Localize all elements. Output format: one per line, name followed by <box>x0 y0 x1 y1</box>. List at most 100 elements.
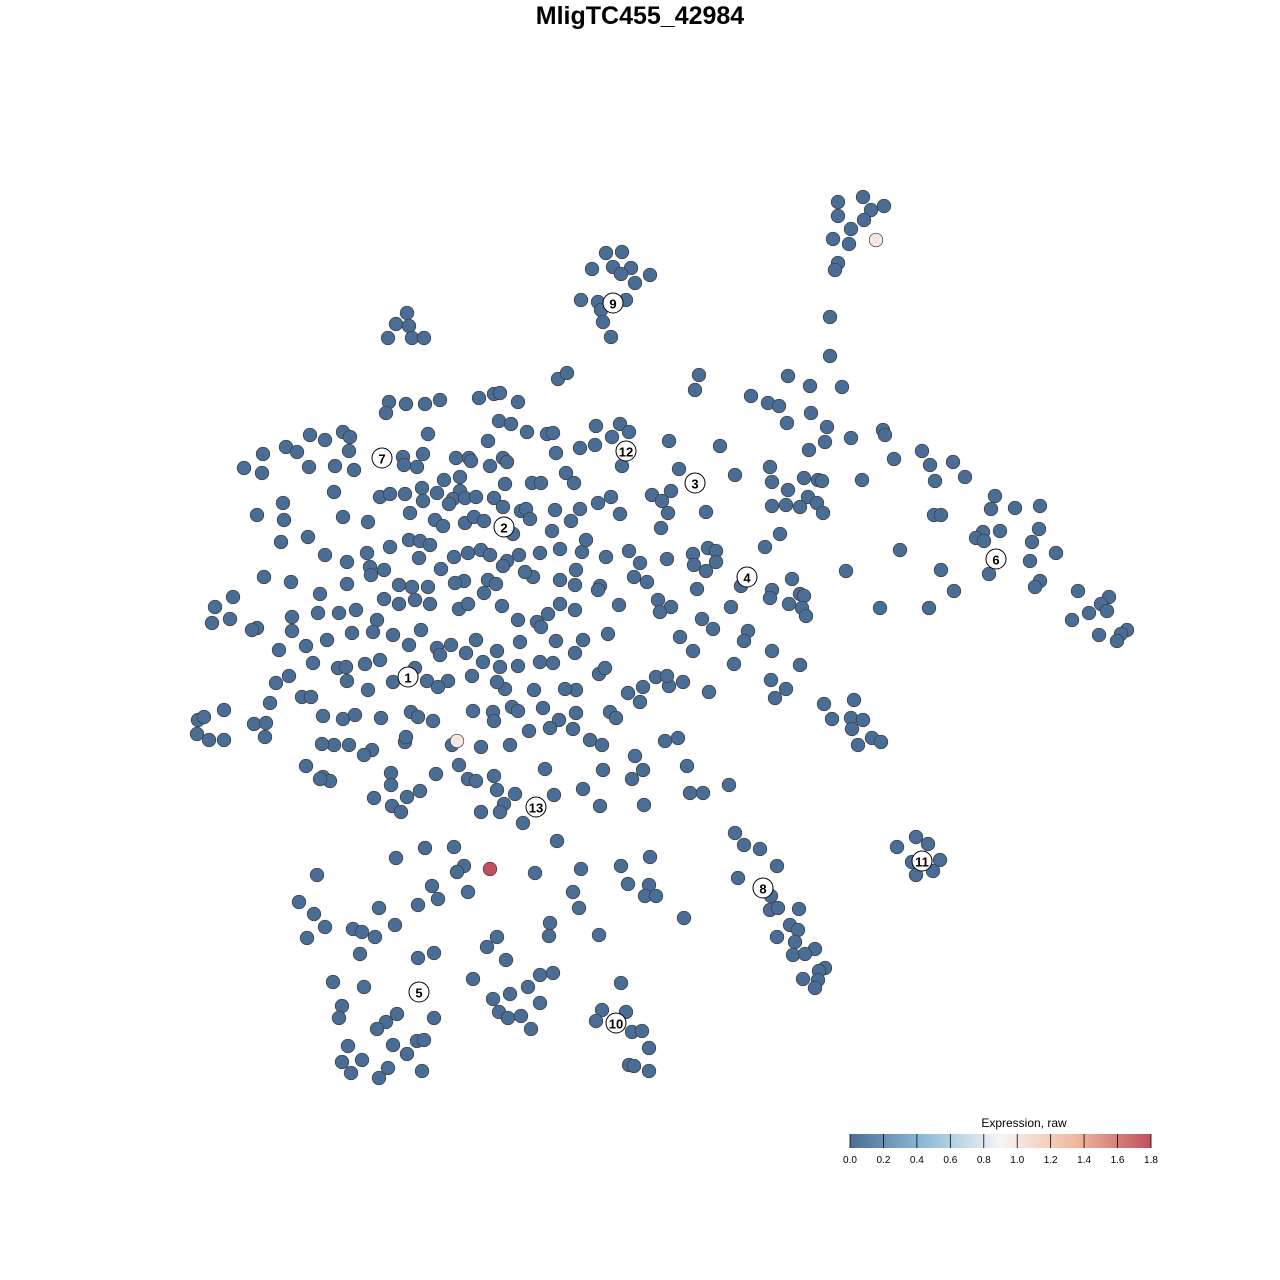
data-point <box>590 582 606 598</box>
data-point <box>552 596 568 612</box>
data-point <box>510 612 526 628</box>
data-point <box>399 305 415 321</box>
data-point <box>532 995 548 1011</box>
data-point <box>317 432 333 448</box>
data-point <box>271 642 287 658</box>
cluster-label-text: 6 <box>992 553 999 568</box>
data-point <box>659 668 675 684</box>
data-point <box>382 486 398 502</box>
data-point <box>398 396 414 412</box>
colorbar <box>850 1134 1151 1148</box>
data-point <box>694 611 710 627</box>
data-point <box>339 673 355 689</box>
data-point <box>855 189 871 205</box>
cluster-label-text: 7 <box>378 452 385 467</box>
data-point <box>654 493 670 509</box>
data-point <box>621 543 637 559</box>
data-point <box>471 390 487 406</box>
data-point <box>410 897 426 913</box>
data-point <box>873 734 889 750</box>
data-point <box>578 532 594 548</box>
data-point <box>850 737 866 753</box>
data-point <box>1081 605 1097 621</box>
data-point <box>603 329 619 345</box>
data-point <box>736 633 752 649</box>
data-point <box>846 692 862 708</box>
cluster-label-circle <box>985 548 1007 570</box>
data-point <box>876 198 892 214</box>
data-point <box>545 965 561 981</box>
data-point <box>347 707 363 723</box>
data-point <box>1024 534 1040 550</box>
data-point <box>306 906 322 922</box>
data-point <box>258 715 274 731</box>
data-point <box>276 512 292 528</box>
data-point <box>468 489 484 505</box>
data-point <box>613 266 629 282</box>
data-point <box>565 721 581 737</box>
data-point <box>325 974 341 990</box>
data-point <box>391 596 407 612</box>
data-point <box>727 467 743 483</box>
data-point <box>635 762 651 778</box>
data-point <box>660 505 676 521</box>
data-point <box>420 579 436 595</box>
data-point <box>387 917 403 933</box>
cluster-label-circle <box>736 566 758 588</box>
data-point <box>352 946 368 962</box>
cluster-label-text: 3 <box>691 477 698 492</box>
data-point <box>310 605 326 621</box>
data-point <box>588 1013 604 1029</box>
data-point <box>548 633 564 649</box>
data-point <box>254 465 270 481</box>
data-point <box>189 726 205 742</box>
data-point <box>366 790 382 806</box>
data-point <box>892 542 908 558</box>
data-point <box>465 971 481 987</box>
data-point <box>822 309 838 325</box>
data-point <box>432 392 448 408</box>
data-point <box>383 765 399 781</box>
data-point <box>398 729 414 745</box>
data-point <box>383 777 399 793</box>
data-point <box>526 682 542 698</box>
data-point <box>572 440 588 456</box>
data-point <box>432 647 448 663</box>
data-point <box>533 475 549 491</box>
data-point <box>523 1021 539 1037</box>
data-point <box>796 588 812 604</box>
data-point <box>385 1037 401 1053</box>
data-point <box>945 454 961 470</box>
data-point <box>591 927 607 943</box>
cluster-label: 11 <box>911 850 933 872</box>
data-point <box>473 739 489 755</box>
data-point <box>642 849 658 865</box>
data-point <box>542 915 558 931</box>
data-point <box>838 563 854 579</box>
data-point <box>468 773 484 789</box>
data-point <box>497 476 513 492</box>
cluster-label-circle <box>525 796 547 818</box>
data-point <box>545 425 561 441</box>
cluster-label: 10 <box>605 1012 627 1034</box>
data-point <box>480 433 496 449</box>
data-point <box>482 458 498 474</box>
data-point <box>575 781 591 797</box>
data-point <box>291 894 307 910</box>
data-point <box>701 684 717 700</box>
colorbar-tick-label: 1.8 <box>1144 1155 1158 1166</box>
data-point <box>598 549 614 565</box>
data-point <box>499 454 515 470</box>
data-point <box>244 622 260 638</box>
colorbar-tick-label: 1.2 <box>1044 1155 1058 1166</box>
data-point <box>987 488 1003 504</box>
data-point <box>559 365 575 381</box>
data-point <box>763 672 779 688</box>
data-point <box>597 660 613 676</box>
data-point <box>598 245 614 261</box>
data-point <box>636 797 652 813</box>
data-point <box>535 700 551 716</box>
data-point <box>372 652 388 668</box>
data-point <box>360 682 376 698</box>
data-point <box>920 836 936 852</box>
